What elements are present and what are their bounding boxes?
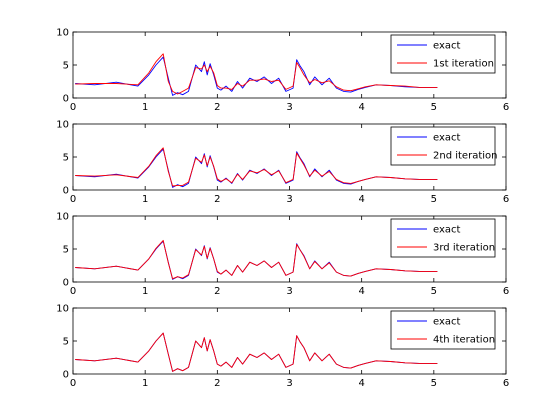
legend-entry: 2nd iteration (433, 151, 497, 162)
series-line-iteration (75, 53, 438, 95)
y-tick-label: 0 (63, 94, 69, 105)
x-tick-label: 6 (503, 286, 509, 297)
y-tick-label: 5 (63, 245, 69, 256)
y-tick-label: 0 (63, 186, 69, 197)
subplot-1: 0 1 2 3 4 5 6 0 5 10 exact 1st iteration (56, 28, 509, 114)
x-tick-label: 5 (431, 102, 437, 113)
x-tick-label: 0 (70, 194, 76, 205)
legend-entry: exact (433, 41, 461, 52)
y-tick-label: 10 (56, 120, 69, 131)
subplot-2: 0 1 2 3 4 5 6 0 5 10 exact 2nd iteration (56, 120, 509, 206)
y-tick-label: 0 (63, 278, 69, 289)
x-tick-label: 2 (214, 102, 220, 113)
x-tick-label: 2 (214, 286, 220, 297)
legend-box (390, 218, 496, 258)
y-tick-label: 5 (63, 153, 69, 164)
y-tick-label: 10 (56, 28, 69, 39)
x-tick-label: 1 (142, 194, 148, 205)
x-tick-label: 6 (503, 378, 509, 389)
subplot-4: 0 1 2 3 4 5 6 0 5 10 exact 4th iteration (56, 304, 509, 390)
x-tick-label: 3 (286, 194, 292, 205)
x-tick-label: 1 (142, 102, 148, 113)
x-tick-label: 2 (214, 194, 220, 205)
x-tick-label: 0 (70, 102, 76, 113)
x-tick-label: 0 (70, 378, 76, 389)
legend-entry: exact (433, 317, 461, 328)
series-line-iteration (75, 239, 438, 280)
x-tick-label: 6 (503, 102, 509, 113)
x-tick-label: 2 (214, 378, 220, 389)
series-line-exact (75, 332, 438, 372)
x-tick-label: 4 (358, 194, 364, 205)
legend-box (390, 126, 496, 166)
x-tick-label: 5 (431, 286, 437, 297)
legend-box (390, 34, 496, 74)
legend-entry: 4th iteration (433, 335, 495, 346)
x-tick-label: 1 (142, 378, 148, 389)
legend: exact 2nd iteration (390, 126, 497, 166)
legend-entry: exact (433, 225, 461, 236)
x-tick-label: 5 (431, 194, 437, 205)
x-tick-label: 4 (358, 378, 364, 389)
series-line-iteration (75, 332, 438, 372)
x-tick-label: 6 (503, 194, 509, 205)
y-tick-label: 0 (63, 370, 69, 381)
x-tick-label: 1 (142, 286, 148, 297)
series-line-exact (75, 240, 438, 280)
x-tick-label: 3 (286, 102, 292, 113)
legend-box (390, 310, 496, 350)
legend-entry: 3rd iteration (433, 243, 495, 254)
y-tick-label: 5 (63, 61, 69, 72)
legend-entry: exact (433, 133, 461, 144)
x-tick-label: 4 (358, 102, 364, 113)
series-line-exact (75, 148, 438, 188)
series-line-exact (75, 56, 438, 96)
legend-entry: 1st iteration (433, 59, 494, 70)
x-tick-label: 5 (431, 378, 437, 389)
y-tick-label: 5 (63, 337, 69, 348)
x-tick-label: 0 (70, 286, 76, 297)
x-tick-label: 4 (358, 286, 364, 297)
x-tick-label: 3 (286, 286, 292, 297)
y-tick-label: 10 (56, 304, 69, 315)
series-line-iteration (75, 147, 438, 187)
legend: exact 3rd iteration (390, 218, 496, 258)
y-tick-label: 10 (56, 212, 69, 223)
x-tick-label: 3 (286, 378, 292, 389)
legend: exact 4th iteration (390, 310, 496, 350)
subplot-3: 0 1 2 3 4 5 6 0 5 10 exact 3rd iteration (56, 212, 509, 298)
legend: exact 1st iteration (390, 34, 496, 74)
